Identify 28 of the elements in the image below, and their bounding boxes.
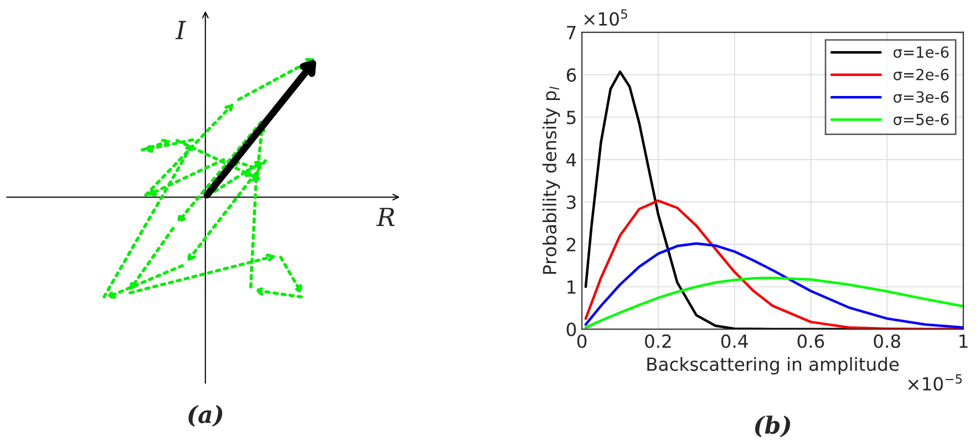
- y-tick-label: 7: [567, 26, 576, 40]
- y-tick-label: 2: [566, 238, 576, 252]
- text: I: [175, 20, 186, 40]
- line-series: [584, 276, 964, 329]
- x-tick-label: 1: [960, 334, 968, 348]
- y-tick-label: 0: [566, 322, 576, 336]
- x-tick-label: 0.6: [798, 334, 824, 348]
- text: (b): [755, 416, 790, 438]
- x-tick-label: 0: [577, 334, 586, 348]
- legend-label: σ=3e-6: [894, 91, 949, 103]
- x-axis-title: Backscattering in amplitude: [647, 357, 899, 375]
- legend-label: σ=5e-6: [894, 114, 949, 126]
- y-tick-label: 1: [568, 280, 576, 294]
- y-tick-label: 5: [566, 110, 576, 124]
- text: (a): [188, 404, 222, 427]
- x-tick-label: 0.8: [874, 334, 900, 348]
- text: ×10$^{5}$: [584, 9, 628, 26]
- legend-label: σ=2e-6: [894, 68, 949, 80]
- x-tick-label: 0.4: [721, 334, 748, 348]
- y-tick-label: 4: [566, 153, 576, 166]
- text: R: [376, 208, 395, 226]
- y-tick-label: 3: [566, 195, 576, 210]
- legend-label: σ=1e-6: [894, 46, 949, 58]
- y-axis-title: Probability density p$_{l}$: [542, 86, 560, 274]
- y-tick-label: 6: [566, 68, 576, 82]
- line-series: [584, 242, 964, 329]
- text: ×10$^{−5}$: [908, 374, 962, 391]
- x-tick-label: 0.2: [645, 334, 671, 348]
